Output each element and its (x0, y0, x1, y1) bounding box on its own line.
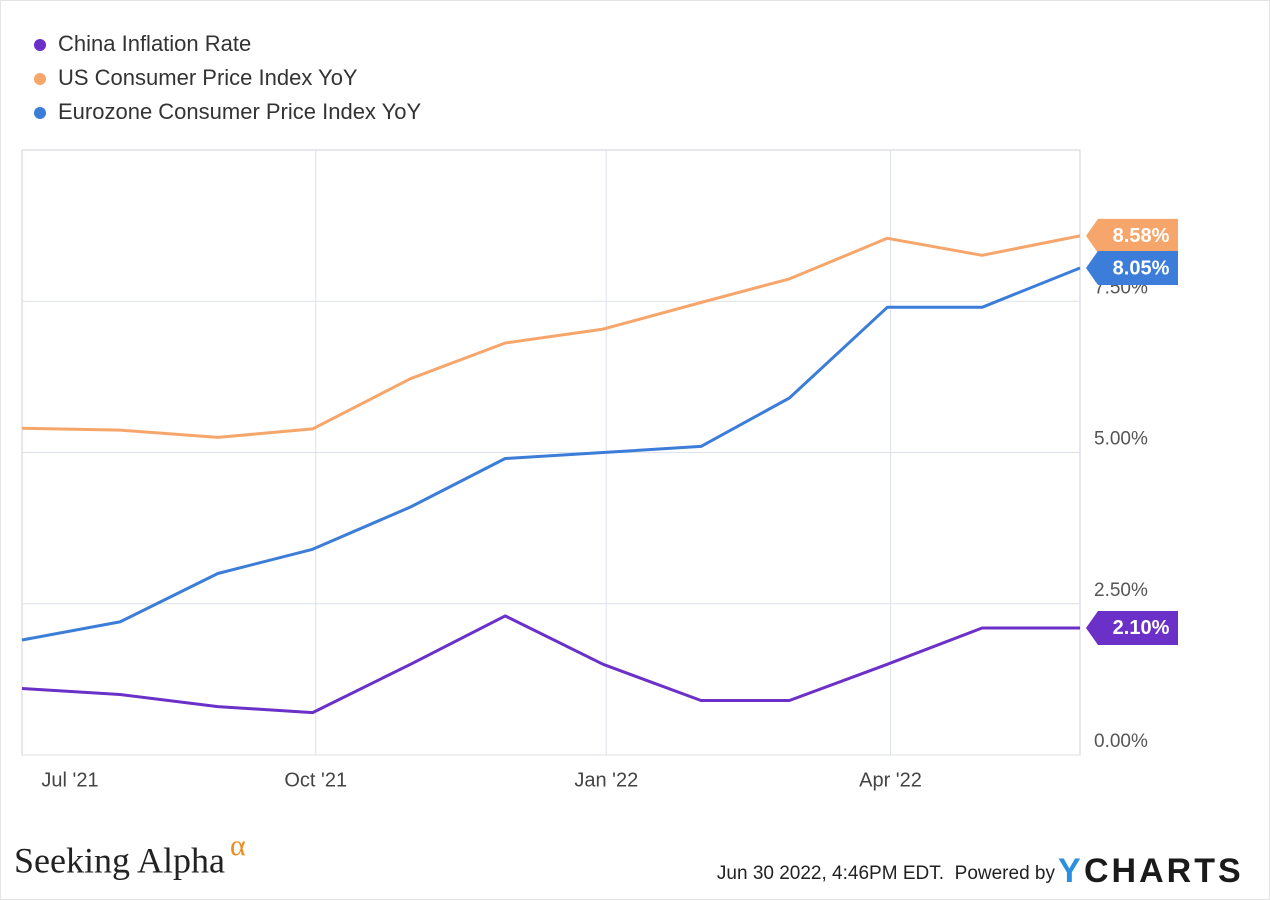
brand-mark: α (230, 829, 246, 862)
value-tag (1086, 610, 1178, 645)
plot: 0.00%2.50%5.00%7.50%Jul '21 Oct '21 Jan '2… (21, 31, 1178, 791)
legend-label: Eurozone Consumer Price Index YoY (58, 99, 422, 124)
series-line (21, 614, 1080, 715)
x-tick-label: Oct '21 (284, 769, 347, 791)
value-label: 2.10% (1113, 617, 1170, 639)
brand: Seeking Alpha (14, 840, 225, 880)
legend-marker (34, 73, 46, 85)
series-line (21, 234, 1081, 439)
legend-label: China Inflation Rate (58, 31, 251, 56)
y-tick-label: 0.00% (1094, 731, 1148, 752)
value-label: 8.05% (1113, 257, 1170, 279)
y-tick-label: 2.50% (1094, 580, 1148, 601)
legend-marker (34, 39, 46, 51)
y-tick-label: 5.00% (1094, 429, 1148, 450)
x-tick-label: Jan '22 (574, 769, 638, 791)
ycharts-y: Y (1058, 852, 1081, 890)
powered-by: Powered by (955, 863, 1056, 884)
x-tick-label: Jul '21 (41, 769, 98, 791)
ycharts-rest: CHARTS (1084, 852, 1244, 890)
value-tag (1086, 250, 1178, 285)
value-label: 8.58% (1113, 225, 1170, 247)
legend-marker (34, 107, 46, 119)
value-tag (1086, 218, 1178, 253)
timestamp: Jun 30 2022, 4:46PM EDT. (717, 863, 944, 884)
series-line (21, 266, 1081, 642)
legend-label: US Consumer Price Index YoY (58, 65, 358, 90)
x-tick-label: Apr '22 (859, 769, 922, 791)
